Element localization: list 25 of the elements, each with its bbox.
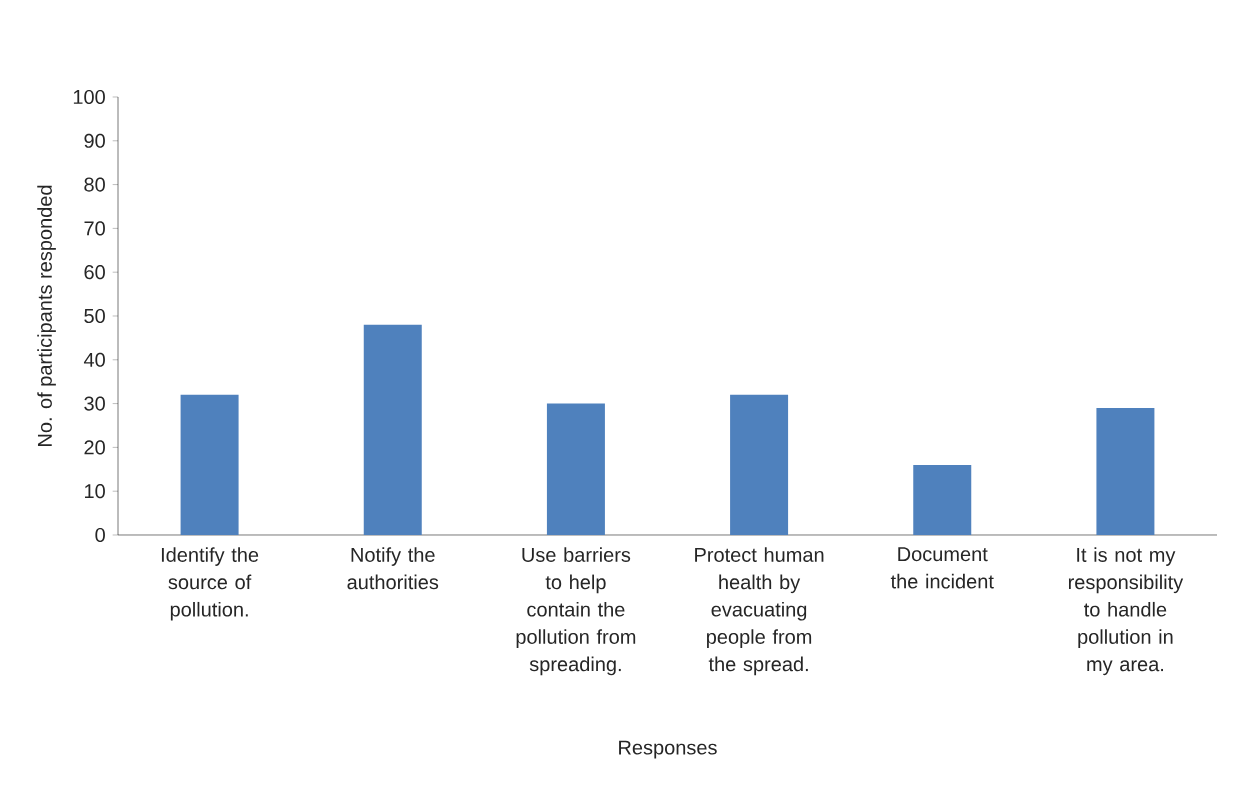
y-tick-label: 40 xyxy=(83,352,105,367)
x-tick-label: Identify the source of pollution. xyxy=(161,547,259,621)
y-tick-label: 80 xyxy=(84,177,105,192)
x-tick-label: It is not my responsibility to handle pollution in my area. xyxy=(1068,547,1184,676)
x-tick-label: Document the incident xyxy=(890,547,994,589)
x-tick-label: Use barriers to help contain the pollution from spreading. xyxy=(516,547,636,676)
bar xyxy=(730,394,789,535)
y-tick-label: 50 xyxy=(84,308,105,324)
y-tick-label: 10 xyxy=(85,484,105,499)
bar xyxy=(913,464,972,535)
bar xyxy=(180,394,239,535)
y-tick-label: 90 xyxy=(84,133,105,148)
bar xyxy=(363,324,422,535)
bar xyxy=(546,403,605,535)
y-tick-label: 70 xyxy=(84,221,105,236)
x-tick-label: Protect human health by evacuating people from the spread. xyxy=(695,547,824,676)
y-tick-label: 0 xyxy=(95,527,105,543)
y-tick-label: 20 xyxy=(84,440,105,455)
y-tick-label: 100 xyxy=(73,89,105,105)
x-axis-title: Responses xyxy=(619,740,717,759)
bar xyxy=(1096,407,1155,535)
y-tick-label: 30 xyxy=(84,396,105,411)
y-axis-title: No. of participants responded xyxy=(37,185,56,446)
y-tick-label: 60 xyxy=(84,265,105,280)
x-tick-label: Notify the authorities xyxy=(347,547,439,590)
